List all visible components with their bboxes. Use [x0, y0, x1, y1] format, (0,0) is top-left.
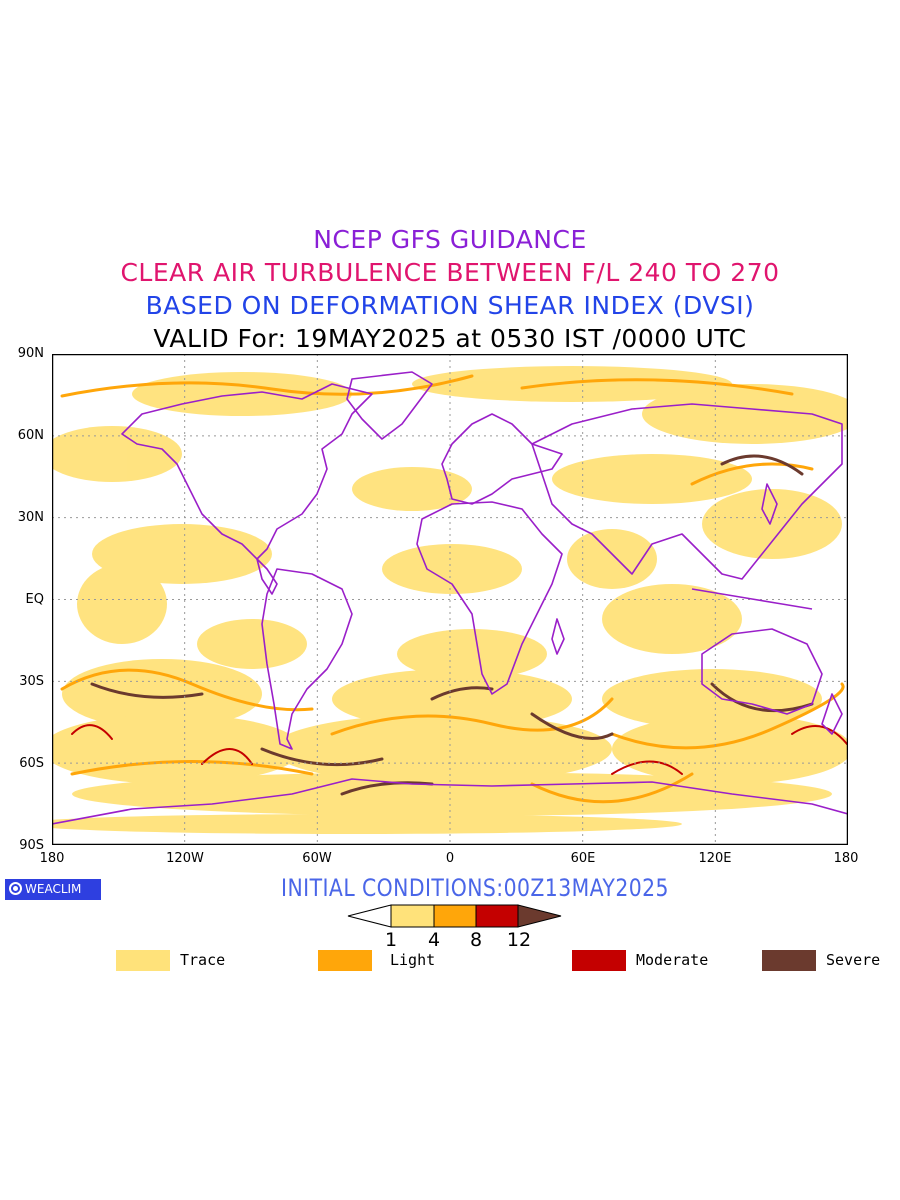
lon-label-120e: 120E: [698, 851, 732, 866]
lat-label-eq: EQ: [25, 592, 44, 607]
lon-label-180e: 180: [833, 851, 859, 866]
colorbar-light: [433, 904, 477, 928]
legend-swatch-light: [318, 950, 372, 971]
lat-lon-grid: [52, 354, 848, 845]
lon-label-0: 0: [445, 851, 455, 866]
turbulence-map: [52, 354, 848, 845]
title-line-4: VALID For: 19MAY2025 at 0530 IST /0000 U…: [153, 324, 747, 353]
colorbar-tick-8: 8: [469, 929, 483, 951]
title-line-2: CLEAR AIR TURBULENCE BETWEEN F/L 240 TO …: [120, 258, 780, 287]
colorbar-high-arrow: [517, 904, 562, 928]
legend-swatch-trace: [116, 950, 170, 971]
title-line-3: BASED ON DEFORMATION SHEAR INDEX (DVSI): [145, 291, 755, 320]
colorbar-moderate: [475, 904, 519, 928]
colorbar-trace: [390, 904, 435, 928]
lat-label-60n: 60N: [17, 428, 44, 443]
legend-swatch-moderate: [572, 950, 626, 971]
copyright-icon: [9, 882, 22, 895]
colorbar-tick-1: 1: [384, 929, 398, 951]
coastlines: [52, 371, 848, 825]
weaclim-badge: WEACLIM: [5, 879, 101, 900]
legend-label-trace: Trace: [180, 951, 226, 969]
initial-conditions: INITIAL CONDITIONS:00Z13MAY2025: [281, 874, 669, 902]
turbulence-field-layer: [52, 366, 848, 834]
lon-label-120w: 120W: [166, 851, 204, 866]
lat-label-30n: 30N: [17, 510, 44, 525]
lon-label-60w: 60W: [302, 851, 332, 866]
legend-label-light: Light: [390, 951, 436, 969]
legend-label-moderate: Moderate: [636, 951, 709, 969]
colorbar-tick-4: 4: [427, 929, 441, 951]
lat-label-90n: 90N: [17, 346, 44, 361]
lat-label-90s: 90S: [19, 838, 44, 853]
lat-label-30s: 30S: [19, 674, 44, 689]
badge-label: WEACLIM: [25, 882, 82, 896]
colorbar: [347, 904, 562, 928]
colorbar-low-arrow: [347, 904, 392, 928]
lon-label-180w: 180: [39, 851, 65, 866]
title-line-1: NCEP GFS GUIDANCE: [313, 225, 587, 254]
legend-label-severe: Severe: [826, 951, 881, 969]
legend-swatch-severe: [762, 950, 816, 971]
colorbar-tick-12: 12: [506, 929, 532, 951]
lon-label-60e: 60E: [570, 851, 596, 866]
lat-label-60s: 60S: [19, 756, 44, 771]
